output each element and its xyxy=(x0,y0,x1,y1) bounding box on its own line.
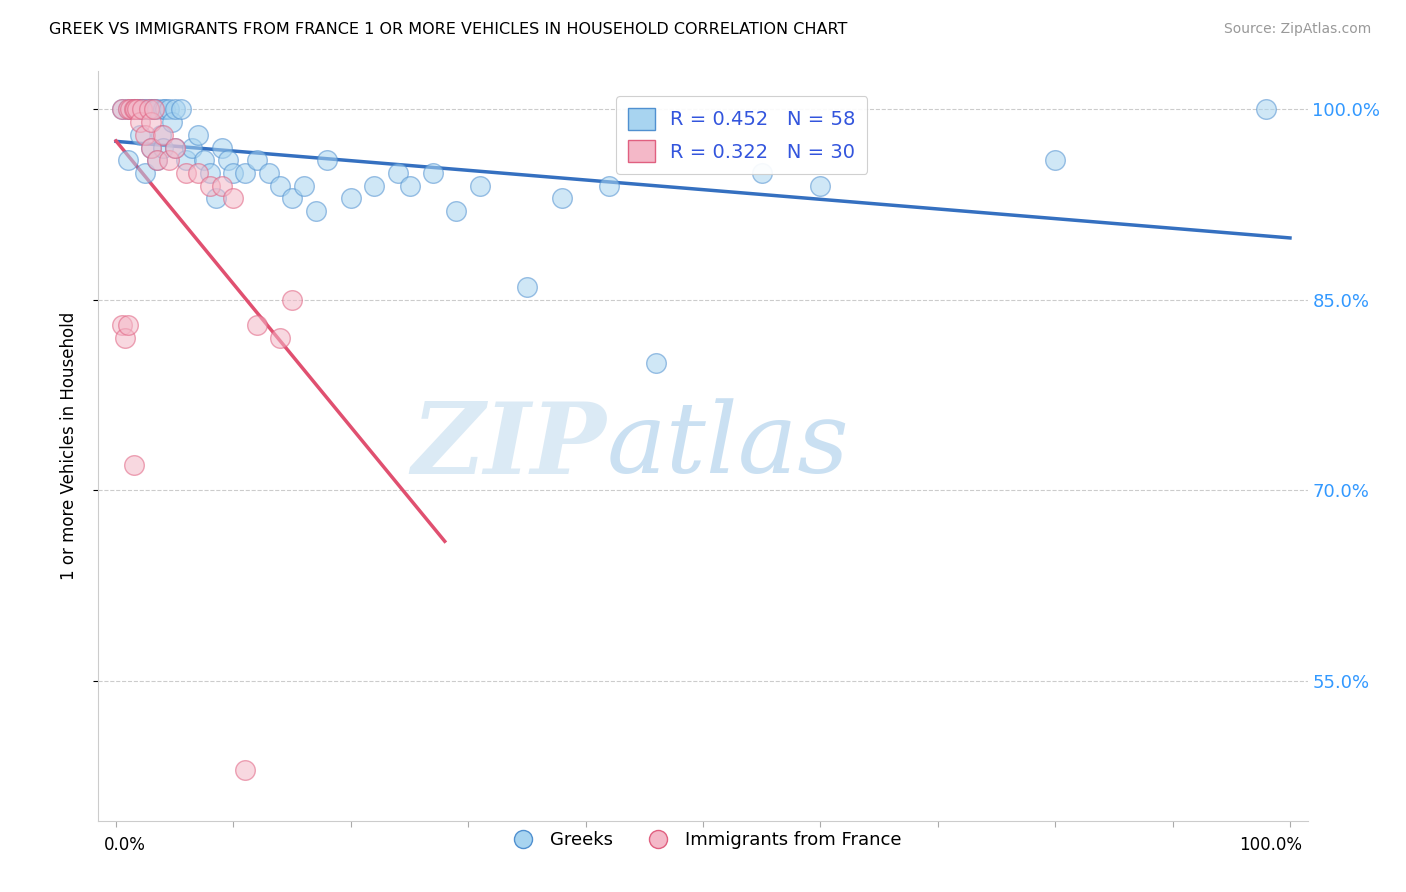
Point xyxy=(1256,103,1278,117)
Text: Source: ZipAtlas.com: Source: ZipAtlas.com xyxy=(1223,22,1371,37)
Legend: Greeks, Immigrants from France: Greeks, Immigrants from France xyxy=(498,824,908,856)
Point xyxy=(233,763,256,777)
Point xyxy=(193,153,215,168)
Point xyxy=(138,103,160,117)
Y-axis label: 1 or more Vehicles in Household: 1 or more Vehicles in Household xyxy=(59,312,77,580)
Point xyxy=(751,166,773,180)
Point xyxy=(645,356,668,370)
Point xyxy=(246,153,269,168)
Point xyxy=(134,103,156,117)
Point xyxy=(246,318,269,333)
Point xyxy=(808,178,831,193)
Point xyxy=(304,204,326,219)
Point xyxy=(163,140,186,154)
Point xyxy=(446,204,468,219)
Point xyxy=(516,280,538,294)
Point xyxy=(340,191,363,205)
Text: 0.0%: 0.0% xyxy=(104,836,146,854)
Point xyxy=(198,178,221,193)
Point xyxy=(292,178,315,193)
Point xyxy=(152,103,174,117)
Point xyxy=(198,166,221,180)
Point xyxy=(128,103,150,117)
Point xyxy=(155,103,177,117)
Point xyxy=(138,103,160,117)
Point xyxy=(363,178,385,193)
Point xyxy=(152,128,174,142)
Point xyxy=(111,103,134,117)
Point xyxy=(152,140,174,154)
Point xyxy=(187,128,209,142)
Point xyxy=(122,458,145,472)
Text: ZIP: ZIP xyxy=(412,398,606,494)
Point xyxy=(131,103,153,117)
Point xyxy=(142,103,165,117)
Point xyxy=(387,166,409,180)
Point xyxy=(122,103,145,117)
Point xyxy=(127,103,149,117)
Point xyxy=(131,103,153,117)
Point xyxy=(142,103,165,117)
Point xyxy=(269,331,291,345)
Point xyxy=(176,166,198,180)
Point xyxy=(122,103,145,117)
Point xyxy=(468,178,491,193)
Point xyxy=(117,103,139,117)
Point xyxy=(146,103,169,117)
Point xyxy=(1043,153,1066,168)
Point xyxy=(181,140,204,154)
Point xyxy=(134,166,156,180)
Point xyxy=(422,166,444,180)
Point xyxy=(187,166,209,180)
Text: GREEK VS IMMIGRANTS FROM FRANCE 1 OR MORE VEHICLES IN HOUSEHOLD CORRELATION CHAR: GREEK VS IMMIGRANTS FROM FRANCE 1 OR MOR… xyxy=(49,22,848,37)
Point xyxy=(117,153,139,168)
Point xyxy=(233,166,256,180)
Point xyxy=(269,178,291,193)
Point xyxy=(149,128,172,142)
Point xyxy=(111,318,134,333)
Text: atlas: atlas xyxy=(606,399,849,493)
Point xyxy=(211,178,233,193)
Point xyxy=(117,103,139,117)
Point xyxy=(551,191,574,205)
Point xyxy=(176,153,198,168)
Point xyxy=(114,331,136,345)
Point xyxy=(281,293,304,307)
Point xyxy=(117,318,139,333)
Point xyxy=(146,153,169,168)
Point xyxy=(598,178,620,193)
Point xyxy=(128,128,150,142)
Point xyxy=(157,103,180,117)
Point xyxy=(204,191,226,205)
Point xyxy=(281,191,304,205)
Point xyxy=(124,103,146,117)
Point xyxy=(211,140,233,154)
Point xyxy=(141,103,163,117)
Point xyxy=(141,115,163,129)
Point xyxy=(122,103,145,117)
Point xyxy=(141,140,163,154)
Point xyxy=(111,103,134,117)
Point xyxy=(157,153,180,168)
Point xyxy=(169,103,191,117)
Point xyxy=(128,115,150,129)
Point xyxy=(257,166,280,180)
Point xyxy=(134,128,156,142)
Point xyxy=(163,103,186,117)
Point xyxy=(146,153,169,168)
Point xyxy=(316,153,339,168)
Point xyxy=(120,103,142,117)
Point xyxy=(222,166,245,180)
Point xyxy=(222,191,245,205)
Point xyxy=(141,140,163,154)
Point xyxy=(162,115,184,129)
Point xyxy=(127,103,149,117)
Point xyxy=(163,140,186,154)
Point xyxy=(398,178,420,193)
Text: 100.0%: 100.0% xyxy=(1239,836,1302,854)
Point xyxy=(217,153,239,168)
